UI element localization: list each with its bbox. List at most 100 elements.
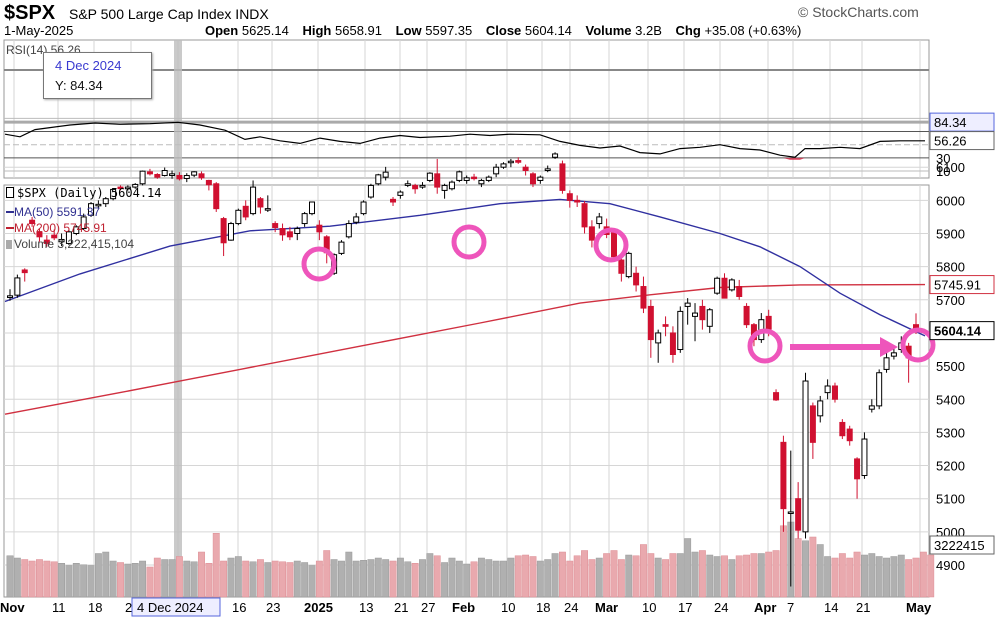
candle-body bbox=[780, 441, 787, 510]
candle-body bbox=[684, 302, 691, 307]
candle-body bbox=[80, 216, 87, 230]
candle-body bbox=[279, 228, 286, 236]
open-label: Open bbox=[205, 23, 239, 38]
candle-body bbox=[581, 203, 588, 228]
candle-body bbox=[787, 511, 794, 514]
candle-body bbox=[640, 286, 647, 309]
rsi-tick-label: 10 bbox=[936, 164, 950, 179]
tooltip-value: Y: 84.34 bbox=[55, 78, 103, 93]
volume-bar bbox=[470, 561, 478, 598]
x-tick-label: 2 bbox=[125, 600, 132, 615]
volume-bar bbox=[861, 554, 868, 598]
rsi-high-tag: 84.34 bbox=[934, 115, 967, 130]
volume-bar bbox=[684, 538, 692, 598]
candle-body bbox=[294, 228, 301, 234]
volume-bar bbox=[330, 559, 338, 598]
candle-body bbox=[552, 153, 559, 158]
volume-bar bbox=[433, 555, 441, 598]
close-price-tag-box bbox=[929, 321, 995, 341]
volume-bar bbox=[301, 562, 309, 598]
volume-bar bbox=[80, 564, 88, 598]
volume-bar bbox=[669, 553, 677, 598]
candle-body bbox=[596, 216, 603, 225]
volume-bar bbox=[919, 551, 927, 598]
volume-bar bbox=[220, 560, 228, 598]
volume-bar bbox=[36, 559, 43, 598]
volume-bar bbox=[868, 553, 876, 598]
brand-logo[interactable]: © StockCharts.com bbox=[798, 4, 919, 20]
y-tick-label: 5700 bbox=[936, 293, 965, 308]
candle-body bbox=[699, 305, 706, 321]
candle-body bbox=[345, 223, 352, 238]
candle-body bbox=[883, 357, 890, 370]
volume-bar bbox=[897, 554, 905, 598]
candle-body bbox=[574, 199, 581, 203]
y-tick-label: 6100 bbox=[936, 160, 965, 175]
ma200-tag: 5745.91 bbox=[934, 278, 981, 293]
volume-bar bbox=[846, 557, 854, 598]
x-tick-label: Mar bbox=[595, 600, 618, 615]
y-tick-label: 5400 bbox=[936, 392, 965, 407]
candle-body bbox=[714, 277, 721, 294]
candle-body bbox=[743, 305, 750, 326]
close-value: 5604.14 bbox=[524, 23, 572, 38]
volume-bar bbox=[382, 559, 390, 598]
candle-body bbox=[88, 203, 95, 216]
candle-body bbox=[618, 259, 625, 274]
volume-bar bbox=[87, 565, 95, 598]
x-tick-label: 11 bbox=[52, 600, 66, 615]
volume-bar bbox=[536, 560, 544, 598]
x-tick-label: 13 bbox=[359, 600, 373, 615]
volume-bar bbox=[293, 560, 301, 598]
candle-body bbox=[191, 171, 198, 176]
candle-body bbox=[360, 201, 367, 215]
volume-bar bbox=[654, 557, 662, 598]
volume-bar bbox=[21, 559, 29, 598]
volume-icon bbox=[6, 240, 12, 249]
volume-bar bbox=[875, 556, 883, 598]
volume-bar bbox=[772, 550, 780, 598]
candle-body bbox=[588, 226, 595, 241]
volume-bar bbox=[94, 553, 102, 598]
open-value: 5625.14 bbox=[241, 23, 289, 38]
candle-body bbox=[250, 186, 257, 215]
y-tick-label: 5900 bbox=[936, 227, 965, 242]
line-icon bbox=[6, 211, 14, 213]
volume-bar bbox=[595, 557, 603, 598]
candle-body bbox=[522, 166, 529, 172]
volume-bar bbox=[426, 553, 434, 598]
candle-body bbox=[633, 272, 640, 286]
volume-bar bbox=[249, 561, 257, 598]
volume-bar bbox=[905, 559, 913, 598]
candle-body bbox=[213, 183, 220, 210]
volume-bar bbox=[816, 544, 824, 598]
volume-bar bbox=[338, 560, 345, 598]
volume-bar bbox=[581, 550, 588, 598]
volume-bar bbox=[131, 563, 139, 598]
candle-body bbox=[839, 421, 846, 437]
close-price-tag: 5604.14 bbox=[934, 324, 982, 339]
volume-bar bbox=[640, 544, 647, 598]
candle-body bbox=[655, 332, 662, 344]
candle-body bbox=[559, 163, 566, 191]
candle-body bbox=[802, 380, 809, 533]
volume-bar bbox=[455, 560, 463, 598]
volume-bar bbox=[831, 557, 839, 598]
candle-body bbox=[176, 174, 183, 180]
low-label: Low bbox=[395, 23, 422, 38]
candle-body bbox=[419, 184, 426, 188]
rsi-line bbox=[4, 121, 925, 158]
y-tick-label: 5500 bbox=[936, 359, 965, 374]
volume-bar bbox=[721, 555, 728, 598]
volume-bar bbox=[691, 551, 699, 598]
rsi-last-tag: 56.26 bbox=[934, 134, 967, 149]
x-tick-label: 24 bbox=[564, 600, 578, 615]
x-tick-label: 14 bbox=[824, 600, 838, 615]
volume-bar bbox=[698, 550, 706, 598]
legend-price-label: $SPX (Daily) 5604.14 bbox=[17, 186, 162, 200]
change-value: +35.08 (+0.63%) bbox=[704, 23, 802, 38]
candle-body bbox=[382, 171, 389, 178]
candle-body bbox=[677, 310, 684, 351]
rsi-last-tag-box bbox=[929, 131, 995, 151]
